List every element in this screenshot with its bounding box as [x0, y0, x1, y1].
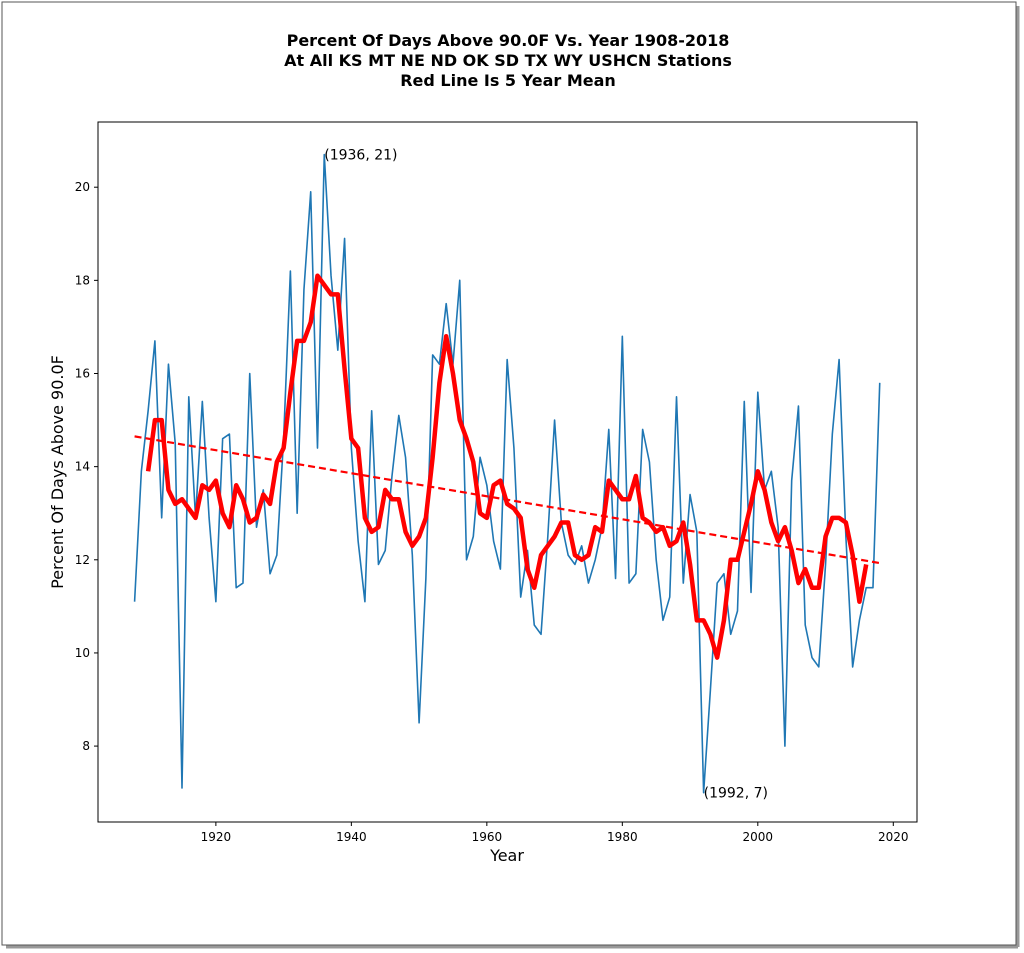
chart-title: At All KS MT NE ND OK SD TX WY USHCN Sta…	[284, 51, 732, 70]
x-tick-label: 1980	[607, 830, 638, 844]
x-tick-label: 2020	[878, 830, 909, 844]
annotation: (1992, 7)	[704, 786, 768, 802]
y-tick-label: 20	[75, 180, 90, 194]
data-line	[145, 273, 869, 660]
x-tick-label: 1920	[201, 830, 232, 844]
y-tick-label: 18	[75, 273, 90, 287]
chart-title: Red Line Is 5 Year Mean	[400, 71, 616, 90]
x-axis-label: Year	[489, 846, 524, 865]
y-tick-label: 12	[75, 553, 90, 567]
annotation: (1936, 21)	[324, 148, 397, 164]
x-tick-label: 1960	[472, 830, 503, 844]
x-tick-label: 1940	[336, 830, 367, 844]
y-tick-label: 10	[75, 646, 90, 660]
plot-frame	[97, 121, 918, 823]
y-axis-label: Percent Of Days Above 90.0F	[48, 355, 67, 589]
y-tick-label: 16	[75, 366, 90, 380]
y-tick-label: 8	[82, 739, 90, 753]
y-tick-label: 14	[75, 460, 90, 474]
chart-title: Percent Of Days Above 90.0F Vs. Year 190…	[287, 31, 730, 50]
data-line	[134, 435, 880, 565]
x-tick-label: 2000	[743, 830, 774, 844]
